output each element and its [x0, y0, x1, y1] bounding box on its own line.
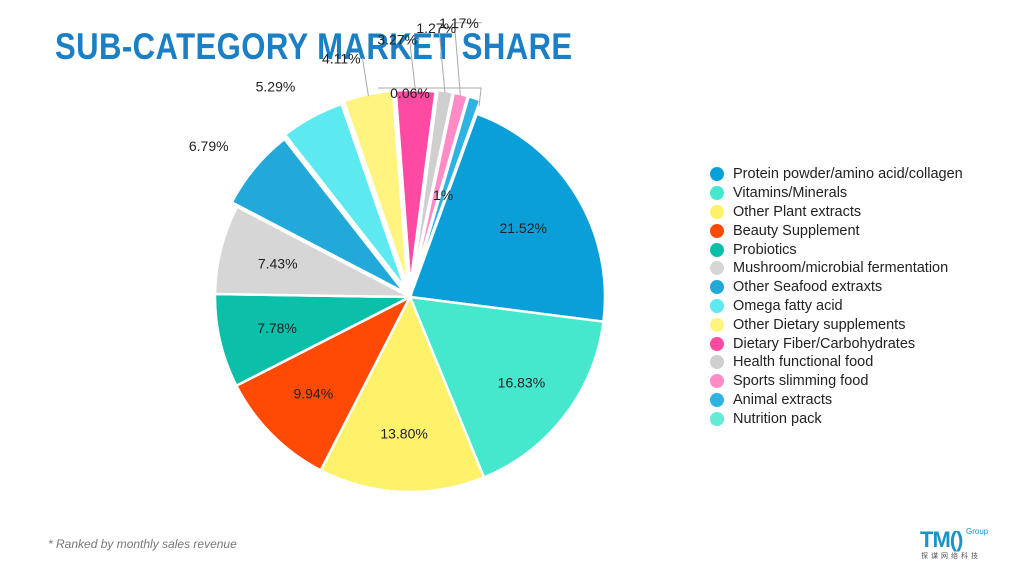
legend-label: Vitamins/Minerals — [733, 185, 848, 202]
pie-slice — [234, 294, 413, 473]
legend-swatch — [710, 411, 724, 426]
slice-label: 6.79% — [189, 138, 229, 154]
legend-item: Protein powder/amino acid/collagen — [710, 165, 963, 184]
pie-slice — [213, 292, 411, 388]
legend-item: Health functional food — [710, 353, 963, 372]
leader-line — [361, 57, 369, 97]
slice-label: 4.11% — [322, 50, 361, 66]
pie-chart: 21.52% 16.83% 13.80% 9.94% 7.78% 7.43% 6.79% 5.… — [189, 15, 607, 494]
slice-label: 0.06% — [390, 85, 430, 101]
legend-item: Probiotics — [710, 240, 963, 259]
legend: Protein powder/amino acid/collagen Vitami… — [710, 165, 963, 428]
legend-label: Probiotics — [733, 241, 797, 258]
leader-line — [409, 39, 421, 93]
pie-slice — [230, 137, 406, 294]
legend-swatch — [710, 261, 724, 276]
pie-slice — [213, 205, 411, 299]
pie-slices — [213, 88, 607, 494]
logo-mark: TM() — [920, 527, 963, 552]
legend-label: Mushroom/microbial fermentation — [733, 260, 949, 277]
legend-item: Omega fatty acid — [710, 297, 963, 316]
legend-swatch — [710, 186, 724, 201]
legend-item: Vitamins/Minerals — [710, 184, 963, 203]
legend-item: Mushroom/microbial fermentation — [710, 259, 963, 278]
legend-label: Other Dietary supplements — [733, 316, 906, 333]
leader-line — [453, 22, 482, 97]
legend-label: Sports slimming food — [733, 373, 869, 390]
company-logo: TM() Group 探谋网络科技 — [920, 527, 1010, 563]
slice-label: 1.27% — [416, 20, 456, 36]
legend-item: Other Seafood extraxts — [710, 278, 963, 297]
pie-slice — [408, 295, 605, 480]
slice-label: 13.80% — [380, 425, 427, 441]
legend-label: Other Seafood extraxts — [733, 279, 883, 296]
legend-label: Omega fatty acid — [733, 297, 843, 314]
legend-swatch — [710, 355, 724, 370]
legend-swatch — [710, 223, 724, 238]
legend-label: Dietary Fiber/Carbohydrates — [733, 335, 916, 352]
slice-labels: 21.52% 16.83% 13.80% 9.94% 7.78% 7.43% 6.79% 5.… — [189, 15, 547, 442]
leader-lines — [361, 22, 482, 107]
legend-item: Sports slimming food — [710, 372, 963, 391]
leader-line — [438, 27, 460, 94]
legend-item: Nutrition pack — [710, 409, 963, 428]
legend-swatch — [710, 242, 724, 257]
legend-item: Beauty Supplement — [710, 221, 963, 240]
logo-group-text: Group — [966, 527, 989, 536]
legend-swatch — [710, 167, 724, 182]
slice-label: 9.94% — [293, 385, 333, 401]
legend-swatch — [710, 374, 724, 389]
legend-item: Other Dietary supplements — [710, 315, 963, 334]
legend-item: Animal extracts — [710, 391, 963, 410]
legend-label: Health functional food — [733, 354, 874, 371]
legend-swatch — [710, 204, 724, 219]
slice-label: 1.17% — [439, 15, 479, 31]
legend-swatch — [710, 392, 724, 407]
slice-label: 1% — [433, 187, 453, 203]
legend-item: Dietary Fiber/Carbohydrates — [710, 334, 963, 353]
legend-swatch — [710, 298, 724, 313]
pie-slice — [283, 102, 407, 289]
legend-label: Nutrition pack — [733, 410, 822, 427]
legend-label: Beauty Supplement — [733, 222, 860, 239]
legend-swatch — [710, 280, 724, 295]
leader-line — [378, 87, 482, 107]
logo-subtitle: 探谋网络科技 — [921, 553, 981, 560]
legend-label: Animal extracts — [733, 391, 833, 408]
legend-label: Protein powder/amino acid/collagen — [733, 166, 963, 183]
legend-swatch — [710, 317, 724, 332]
legend-swatch — [710, 336, 724, 351]
slice-label: 7.43% — [258, 255, 298, 271]
chart-title: SUB-CATEGORY MARKET SHARE — [55, 26, 573, 67]
slice-label: 16.83% — [498, 374, 545, 390]
legend-item: Other Plant extracts — [710, 203, 963, 222]
pie-slice — [319, 294, 486, 494]
slice-label: 21.52% — [499, 220, 546, 236]
footnote: * Ranked by monthly sales revenue — [48, 537, 237, 551]
slice-label: 5.29% — [256, 78, 296, 94]
legend-label: Other Plant extracts — [733, 203, 862, 220]
slice-label: 3.27% — [377, 32, 417, 48]
slice-label: 7.78% — [257, 320, 297, 336]
